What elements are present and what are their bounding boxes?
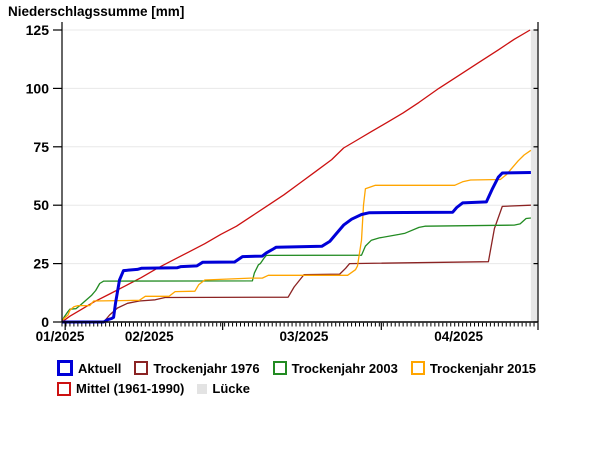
legend-row: Mittel (1961-1990) Lücke [57,381,590,396]
gridlines [62,29,538,265]
legend-label: Lücke [212,381,250,396]
legend-item-trockenjahr-2003: Trockenjahr 2003 [272,360,398,376]
y-tick-label: 75 [33,139,49,155]
y-tick-label: 0 [41,314,49,330]
x-month-label: 04/2025 [434,329,483,344]
series-mittel-1961-1990 [61,29,531,323]
chart-title: Niederschlagssumme [mm] [8,4,184,19]
y-tick-label: 50 [33,197,49,213]
tick-marks [53,29,539,330]
y-tick-label: 25 [33,256,49,272]
x-month-label: 01/2025 [36,329,85,344]
legend-swatch-trockenjahr-2015 [410,361,425,375]
legend-swatch-l-cke [197,383,208,394]
axes [61,22,539,323]
legend-swatch-trockenjahr-2003 [272,361,287,375]
chart-plot-area: Niederschlagssumme [mm] 0 25 50 75 100 125 01/… [8,4,539,344]
legend-item-trockenjahr-2015: Trockenjahr 2015 [410,360,537,376]
data-gap-band [530,30,538,322]
y-tick-label: 100 [26,80,50,96]
legend-item-mittel-1961-1990: Mittel (1961-1990) [57,381,184,396]
legend-item-l-cke: Lücke [197,381,250,396]
legend-label: Aktuell [78,360,122,376]
legend-label: Trockenjahr 1976 [153,360,260,376]
legend-label: Mittel (1961-1990) [76,381,185,396]
tick-labels: 0 25 50 75 100 125 01/2025 02/2025 03/2025 04/202… [26,22,484,344]
y-tick-label: 125 [26,22,50,38]
x-month-label: 02/2025 [125,329,174,344]
series-trockenjahr-2015 [61,149,532,323]
chart-legend: Aktuell Trockenjahr 1976 Trockenjahr 2003 T… [57,360,590,401]
legend-item-trockenjahr-1976: Trockenjahr 1976 [134,360,260,376]
legend-row: Aktuell Trockenjahr 1976 Trockenjahr 2003 T… [57,360,590,376]
legend-item-aktuell: Aktuell [57,360,121,376]
x-month-label: 03/2025 [280,329,329,344]
legend-swatch-aktuell [57,360,73,376]
legend-label: Trockenjahr 2003 [291,360,398,376]
legend-swatch-mittel-1961-1990 [57,381,71,396]
legend-swatch-trockenjahr-1976 [134,361,149,375]
luecke-gap-band [530,30,538,322]
legend-label: Trockenjahr 2015 [429,360,537,376]
series-aktuell [62,171,531,324]
data-series [61,29,532,324]
